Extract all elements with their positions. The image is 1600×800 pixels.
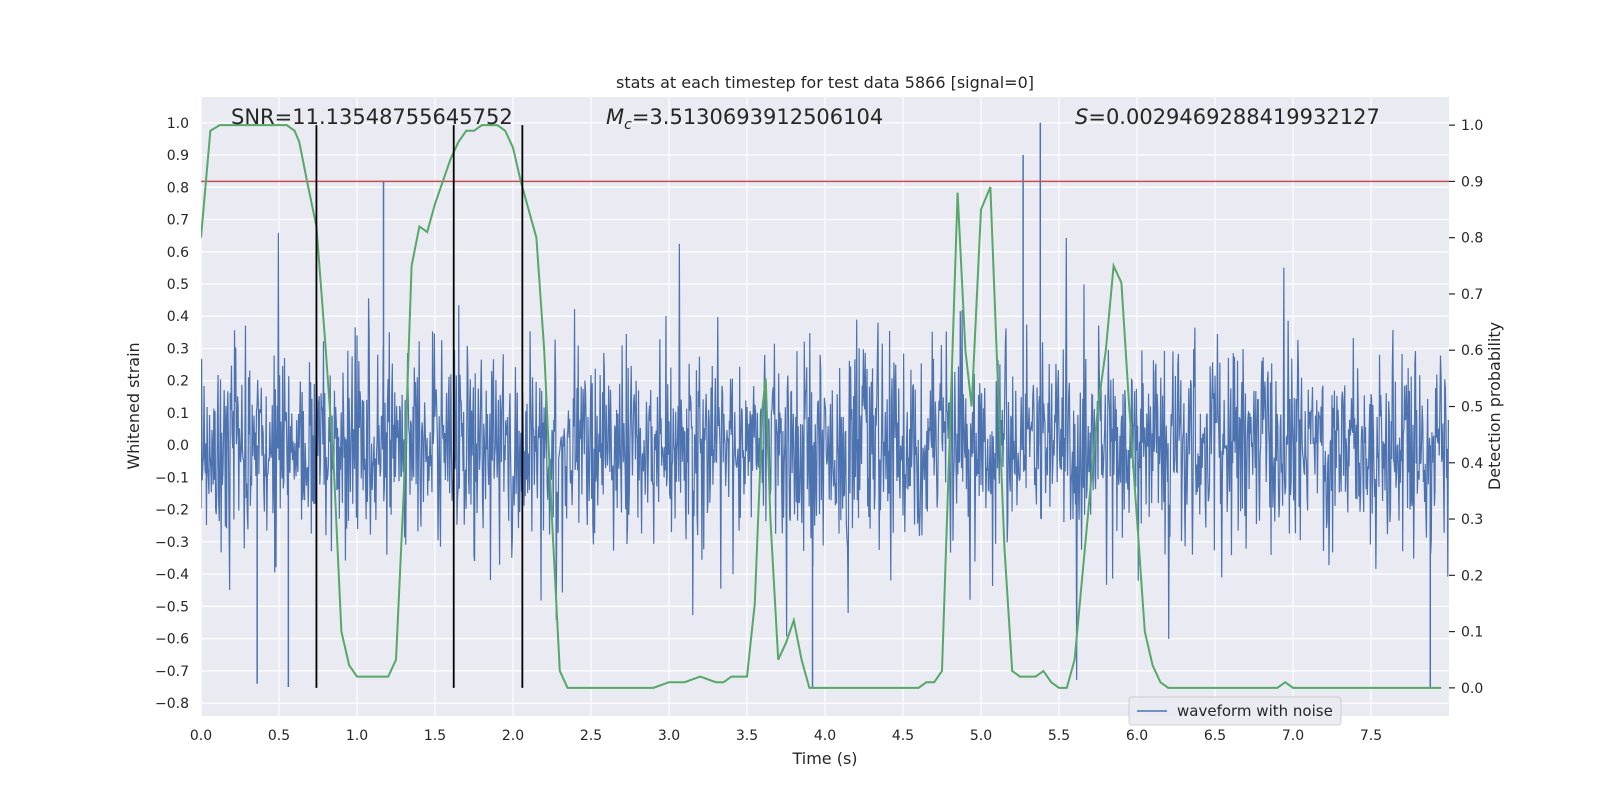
x-tick-label: 5.5 xyxy=(1048,728,1070,744)
y-left-tick-label: 0.1 xyxy=(167,406,189,422)
x-tick-label: 7.0 xyxy=(1282,728,1304,744)
snr-annotation: SNR=11.13548755645752 xyxy=(231,105,513,129)
y-left-tick-label: −0.3 xyxy=(155,535,189,551)
marker-layer xyxy=(315,125,524,688)
x-tick-label: 3.5 xyxy=(736,728,758,744)
y-left-axis-label: Whitened strain xyxy=(124,342,143,469)
legend: waveform with noise xyxy=(1128,696,1342,726)
x-tick-label: 1.0 xyxy=(346,728,368,744)
waveform-line xyxy=(201,232,1449,680)
x-tick-label: 2.0 xyxy=(502,728,524,744)
y-right-axis-ticks: 1.0 0.9 0.8 0.7 0.6 0.5 0.4 0.3 0.2 0.1 0.0 xyxy=(1449,118,1483,697)
legend-box xyxy=(1128,696,1342,726)
x-tick-label: 1.5 xyxy=(424,728,446,744)
y-left-tick-label: −0.8 xyxy=(155,696,189,712)
y-right-axis-label: Detection probability xyxy=(1485,322,1504,490)
y-left-tick-label: 0.4 xyxy=(167,309,189,325)
y-left-tick-label: 0.6 xyxy=(167,245,189,261)
x-tick-label: 0.5 xyxy=(268,728,290,744)
y-left-tick-label: −0.1 xyxy=(155,470,189,486)
detection-probability-line xyxy=(201,124,1442,689)
x-axis-label: Time (s) xyxy=(791,749,857,768)
x-tick-label: 4.5 xyxy=(892,728,914,744)
chirp-mass-annotation: Mc=3.5130693912506104 xyxy=(606,105,883,133)
x-tick-label: 5.0 xyxy=(970,728,992,744)
y-left-tick-label: −0.6 xyxy=(155,632,189,648)
y-left-tick-label: 0.2 xyxy=(167,374,189,390)
s-symbol: S xyxy=(1075,105,1088,129)
y-left-axis-ticks: 1.0 0.9 0.8 0.7 0.6 0.5 0.4 0.3 0.2 0.1 0.0 −0.1 −0.… xyxy=(155,116,189,712)
x-tick-label: 3.0 xyxy=(658,728,680,744)
y-right-tick-label: 0.6 xyxy=(1461,343,1483,359)
y-left-tick-label: −0.4 xyxy=(155,567,189,583)
y-left-tick-label: 0.7 xyxy=(167,213,189,229)
y-right-tick-label: 0.8 xyxy=(1461,231,1483,247)
y-right-tick-label: 0.2 xyxy=(1461,568,1483,584)
s-annotation: S=0.0029469288419932127 xyxy=(1075,105,1380,129)
y-left-tick-label: 0.0 xyxy=(167,438,189,454)
y-right-tick-label: 0.1 xyxy=(1461,625,1483,641)
x-tick-label: 2.5 xyxy=(580,728,602,744)
x-tick-label: 6.5 xyxy=(1204,728,1226,744)
y-left-tick-label: 0.8 xyxy=(167,180,189,196)
y-right-tick-label: 0.7 xyxy=(1461,287,1483,303)
y-left-tick-label: −0.7 xyxy=(155,664,189,680)
s-value: =0.0029469288419932127 xyxy=(1088,105,1380,129)
chirp-mass-symbol: M xyxy=(606,105,624,129)
x-tick-label: 7.5 xyxy=(1360,728,1382,744)
y-right-tick-label: 0.0 xyxy=(1461,681,1483,697)
y-left-tick-label: 0.9 xyxy=(167,148,189,164)
chirp-mass-subscript: c xyxy=(624,117,632,133)
y-left-tick-label: −0.2 xyxy=(155,503,189,519)
y-left-tick-label: 0.3 xyxy=(167,341,189,357)
chirp-mass-value: =3.5130693912506104 xyxy=(632,105,883,129)
x-tick-label: 6.0 xyxy=(1126,728,1148,744)
legend-label: waveform with noise xyxy=(1177,702,1333,720)
x-tick-label: 0.0 xyxy=(190,728,212,744)
probability-series xyxy=(201,124,1442,689)
y-right-tick-label: 0.4 xyxy=(1461,456,1483,472)
waveform-series xyxy=(201,122,1449,687)
y-right-tick-label: 0.5 xyxy=(1461,400,1483,416)
chart-title: stats at each timestep for test data 586… xyxy=(616,73,1034,92)
x-axis-ticks: 0.0 0.5 1.0 1.5 2.0 2.5 3.0 3.5 4.0 4.5 5.0 5.5 6.0 6… xyxy=(190,728,1382,744)
y-right-tick-label: 0.9 xyxy=(1461,174,1483,190)
y-left-tick-label: −0.5 xyxy=(155,599,189,615)
y-left-tick-label: 1.0 xyxy=(167,116,189,132)
y-left-tick-label: 0.5 xyxy=(167,277,189,293)
y-right-tick-label: 0.3 xyxy=(1461,512,1483,528)
y-right-tick-label: 1.0 xyxy=(1461,118,1483,134)
x-tick-label: 4.0 xyxy=(814,728,836,744)
